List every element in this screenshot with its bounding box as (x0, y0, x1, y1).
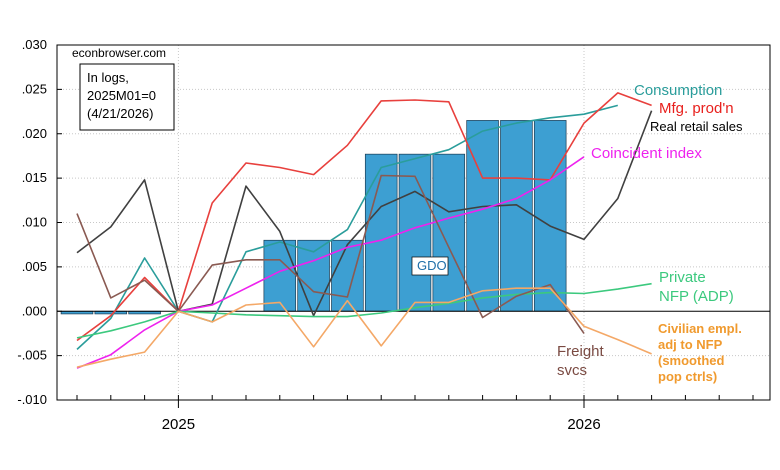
series-label: Real retail sales (650, 119, 743, 134)
x-tick-label: 2026 (567, 416, 600, 433)
y-tick-label: .020 (22, 126, 47, 141)
note-box (79, 63, 175, 131)
y-tick-label: .025 (22, 81, 47, 96)
series-label: NFP (ADP) (659, 288, 734, 305)
series-label: Coincident index (591, 145, 702, 162)
x-tick-label: 2025 (162, 416, 195, 433)
series-label: pop ctrls) (658, 369, 717, 384)
series-line-coincident-index (76, 156, 585, 369)
series-line-civilian-empl-adj-to-nfp-smoothed-pop-ctrls (76, 287, 652, 368)
series-label: Private (659, 269, 706, 286)
source-label: econbrowser.com (72, 46, 166, 60)
gdo-bar (432, 153, 466, 312)
y-tick-label: -.005 (17, 348, 47, 363)
series-lines (76, 92, 653, 369)
gdo-bar (533, 120, 567, 312)
y-tick-label: .015 (22, 170, 47, 185)
note-line: 2025M01=0 (87, 88, 156, 103)
gdo-bar (398, 153, 432, 312)
note-line: (4/21/2026) (87, 106, 154, 121)
y-tick-label: .030 (22, 37, 47, 52)
y-tick-label: .010 (22, 215, 47, 230)
series-label: Mfg. prod'n (659, 100, 734, 117)
series-label: Civilian empl. (658, 321, 742, 336)
x-axis: 2025 2026 (76, 395, 754, 433)
y-tick-label: .005 (22, 259, 47, 274)
note-line: In logs, (87, 70, 129, 85)
gdo-bar (331, 239, 364, 312)
y-tick-label: .000 (22, 303, 47, 318)
gdo-label-box (411, 256, 449, 276)
gdo-bar (500, 120, 533, 312)
series-line-real-retail-sales (76, 110, 653, 317)
series-label: Consumption (634, 82, 722, 99)
series-label: adj to NFP (658, 337, 723, 352)
series-label: Freight (557, 343, 605, 360)
note-text: In logs, 2025M01=0 (4/21/2026) (87, 70, 156, 121)
y-tick-label: -.010 (17, 392, 47, 407)
y-axis: -.010 -.005 .000 .005 .010 .015 .020 .025 .030 (17, 37, 62, 407)
gdo-bar (466, 120, 499, 312)
series-line-consumption (76, 104, 619, 350)
gdo-bar (263, 239, 297, 312)
series-label: svcs (557, 362, 587, 379)
series-line-freight-svcs (76, 174, 585, 334)
series-label: GDO (417, 258, 447, 273)
series-label: (smoothed (658, 353, 725, 368)
